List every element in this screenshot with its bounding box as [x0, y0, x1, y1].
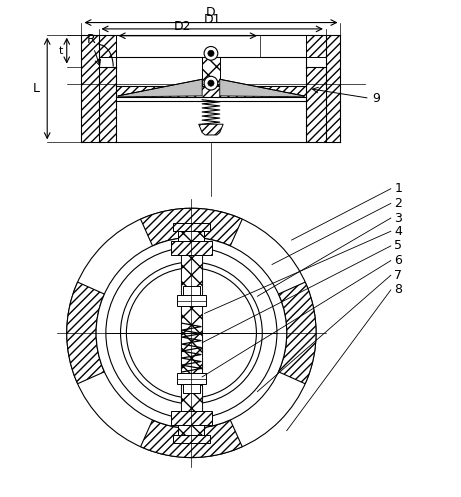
- Polygon shape: [220, 79, 304, 97]
- Polygon shape: [306, 35, 326, 57]
- Circle shape: [106, 248, 277, 418]
- Text: 8: 8: [394, 283, 402, 296]
- Polygon shape: [202, 57, 220, 86]
- Polygon shape: [141, 208, 242, 246]
- Circle shape: [204, 47, 218, 60]
- Circle shape: [208, 80, 214, 86]
- Text: R: R: [86, 32, 95, 46]
- Bar: [177, 373, 206, 384]
- Bar: [177, 295, 206, 306]
- Text: 4: 4: [394, 225, 402, 238]
- Polygon shape: [306, 67, 326, 142]
- Circle shape: [204, 77, 218, 90]
- Text: t: t: [59, 46, 63, 56]
- Polygon shape: [178, 231, 204, 241]
- Text: 3: 3: [394, 212, 402, 225]
- Bar: [183, 384, 200, 393]
- Polygon shape: [99, 35, 116, 57]
- Text: 6: 6: [394, 254, 402, 267]
- Circle shape: [67, 208, 316, 458]
- Polygon shape: [326, 35, 341, 142]
- Polygon shape: [199, 124, 223, 135]
- Text: 2: 2: [394, 197, 402, 210]
- Circle shape: [208, 50, 214, 57]
- Polygon shape: [171, 241, 212, 255]
- Polygon shape: [141, 420, 242, 458]
- Text: D2: D2: [174, 20, 192, 33]
- Polygon shape: [99, 67, 116, 142]
- Polygon shape: [67, 282, 104, 384]
- Polygon shape: [173, 223, 210, 231]
- Polygon shape: [173, 434, 210, 443]
- Text: 9: 9: [372, 92, 380, 105]
- Circle shape: [126, 268, 256, 398]
- Text: 5: 5: [394, 240, 402, 252]
- Circle shape: [96, 238, 287, 428]
- Polygon shape: [118, 79, 202, 97]
- Text: 1: 1: [394, 182, 402, 195]
- Text: L: L: [33, 82, 40, 95]
- Circle shape: [120, 262, 262, 404]
- Bar: [181, 238, 202, 428]
- Text: D: D: [206, 5, 216, 19]
- Polygon shape: [171, 411, 212, 425]
- Polygon shape: [82, 35, 99, 142]
- Polygon shape: [116, 86, 306, 97]
- Polygon shape: [278, 282, 316, 384]
- Text: D1: D1: [203, 13, 221, 26]
- Bar: [183, 286, 200, 295]
- Polygon shape: [178, 425, 204, 434]
- Polygon shape: [181, 255, 202, 411]
- Text: 7: 7: [394, 269, 402, 282]
